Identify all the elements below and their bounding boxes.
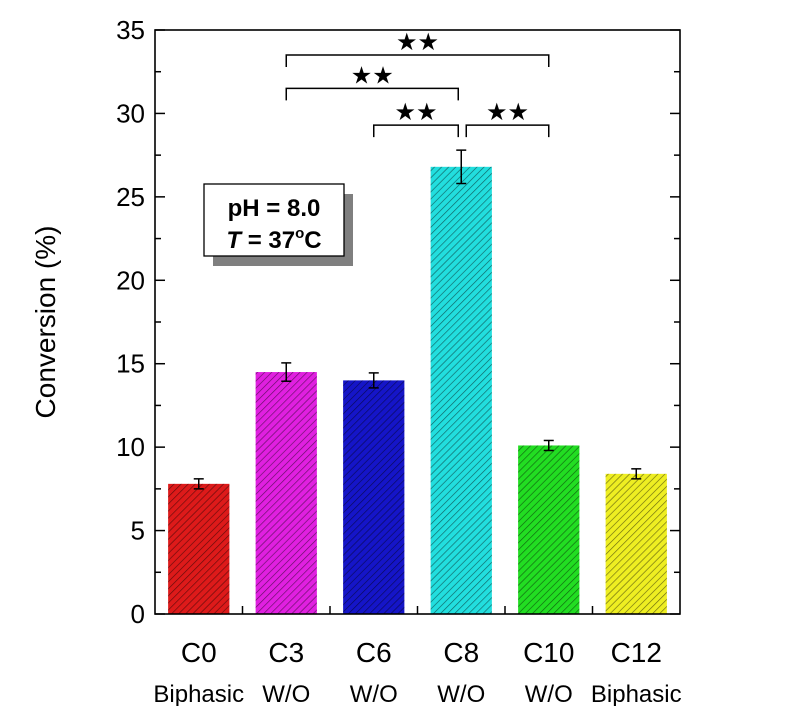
category-label-C6: C6 [356, 637, 392, 668]
y-tick-label: 25 [116, 182, 145, 212]
y-tick-label: 15 [116, 349, 145, 379]
conditions-box-frame [203, 183, 345, 257]
y-tick-label: 35 [116, 15, 145, 45]
conditions-box: pH = 8.0 T = 37oC [203, 183, 353, 266]
error-bar-C12 [631, 468, 642, 480]
y-tick-label: 5 [131, 516, 145, 546]
y-tick-label: 0 [131, 599, 145, 629]
category-label-C10: C10 [523, 637, 574, 668]
ph-condition: pH = 8.0 [228, 195, 321, 222]
category-sublabel-C3: W/O [262, 681, 310, 706]
significance-marker: ★★ [394, 99, 437, 126]
category-sublabel-C12: Biphasic [591, 681, 682, 706]
category-sublabel-C8: W/O [437, 681, 485, 706]
bar-hatch-C12 [605, 473, 667, 614]
bar-hatch-C10 [518, 445, 580, 614]
error-bar-C6 [368, 372, 379, 389]
significance-brackets: ★★★★★★ ★★ [285, 29, 550, 138]
y-tick-label: 30 [116, 98, 145, 128]
bar-hatch-C6 [343, 380, 405, 614]
significance-marker: ★★ [486, 99, 529, 126]
x-axis-labels: C0 Biphasic C3 W/O C6 W/O C8 W/O C10 W/O C12 Biphas… [153, 637, 681, 706]
significance-C8-C10: ★★ [465, 99, 550, 138]
bars [168, 166, 667, 614]
significance-C3-C8: ★★ [285, 62, 459, 101]
temperature-condition: T = 37oC [226, 225, 321, 254]
significance-marker: ★★ [351, 62, 394, 89]
significance-C6-C8: ★★ [373, 99, 459, 138]
bar-hatch-C3 [255, 372, 317, 614]
error-bar-C8 [456, 149, 467, 185]
category-label-C8: C8 [443, 637, 479, 668]
significance-marker: ★★ [396, 29, 439, 56]
y-axis-title: Conversion (%) [30, 226, 61, 419]
bar-hatch-C8 [430, 166, 492, 614]
significance-C3-C10: ★★ [285, 29, 550, 68]
y-tick-label: 20 [116, 265, 145, 295]
error-bar-C0 [193, 478, 204, 490]
error-bar-C10 [543, 439, 554, 452]
category-label-C12: C12 [611, 637, 662, 668]
category-sublabel-C6: W/O [350, 681, 398, 706]
error-bar-C3 [281, 362, 292, 382]
error-bars [193, 149, 642, 490]
category-label-C3: C3 [268, 637, 304, 668]
y-tick-label: 10 [116, 432, 145, 462]
y-axis-ticks: 0 5 10 15 20 25 30 35 [116, 15, 680, 629]
bar-hatch-C0 [168, 483, 230, 614]
category-sublabel-C0: Biphasic [153, 681, 244, 706]
category-sublabel-C10: W/O [525, 681, 573, 706]
category-label-C0: C0 [181, 637, 217, 668]
